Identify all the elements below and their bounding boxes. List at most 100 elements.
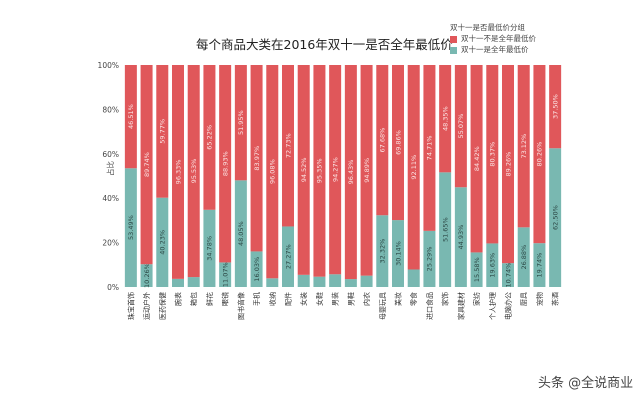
x-tick-label: 个人护理: [488, 292, 497, 320]
bar-segment: [297, 274, 310, 287]
data-label: 74.71%: [426, 136, 434, 161]
bar-segment: [344, 65, 357, 280]
data-label: 83.97%: [253, 146, 261, 171]
bar-segment: [549, 148, 562, 287]
data-label: 94.27%: [331, 157, 339, 182]
legend: 双十一是否最低价分组 双十一不是全年最低价 双十一是全年最低价: [450, 22, 536, 55]
watermark: 头条 @全说商业: [538, 376, 634, 391]
data-label: 95.35%: [316, 158, 324, 183]
data-label: 80.37%: [489, 142, 497, 167]
x-tick-label: 零食: [409, 292, 418, 306]
data-label: 30.14%: [394, 241, 402, 266]
y-tick-label: 20%: [102, 239, 119, 248]
y-tick-label: 80%: [102, 105, 119, 114]
bar-segment: [549, 65, 562, 149]
data-label: 62.50%: [551, 205, 559, 230]
y-tick-label: 60%: [102, 150, 119, 159]
bar-segment: [329, 65, 342, 275]
data-label: 48.35%: [441, 106, 449, 131]
x-tick-label: 箱包: [189, 292, 198, 306]
data-label: 94.52%: [300, 158, 308, 183]
y-tick-label: 40%: [102, 194, 119, 203]
legend-swatch-teal: [450, 46, 457, 54]
x-tick-label: 内衣: [362, 292, 371, 306]
data-label: 19.74%: [536, 253, 544, 278]
data-label: 51.95%: [237, 110, 245, 135]
bar-segment: [502, 65, 514, 264]
x-tick-label: 厨具: [520, 292, 528, 306]
x-tick-label: 女鞋: [315, 292, 324, 306]
bar-segment: [533, 243, 546, 287]
bar-segment: [517, 227, 530, 287]
bar-segment: [172, 278, 184, 287]
data-label: 92.11%: [410, 155, 418, 180]
bar-segment: [470, 252, 483, 287]
legend-item-not-lowest: 双十一不是全年最低价: [450, 33, 536, 44]
x-tick-label: 珠宝首饰: [126, 292, 135, 320]
data-label: 15.58%: [473, 257, 481, 282]
bar-segment: [313, 65, 326, 277]
bar-segment: [360, 65, 373, 276]
x-tick-label: 家饰: [441, 292, 450, 306]
data-label: 44.93%: [457, 225, 465, 250]
legend-label: 双十一是全年最低价: [461, 45, 529, 54]
bar-segment: [282, 65, 294, 227]
bar-segment: [407, 65, 420, 270]
x-tick-label: 医药保健: [158, 292, 167, 320]
data-label: 51.65%: [441, 217, 449, 242]
data-label: 55.07%: [457, 114, 465, 139]
data-label: 11.07%: [221, 262, 229, 287]
bar-segment: [407, 269, 420, 287]
bar-segment: [282, 226, 294, 287]
data-label: 59.77%: [159, 119, 167, 144]
bar-segment: [250, 251, 263, 287]
x-tick-label: 收纳: [268, 292, 277, 306]
bar-segment: [219, 65, 232, 263]
data-label: 73.12%: [520, 134, 528, 159]
bar-segment: [140, 264, 153, 287]
bar-segment: [439, 65, 452, 173]
bar-segment: [423, 230, 436, 287]
data-label: 80.26%: [536, 142, 544, 167]
x-tick-label: 女装: [299, 292, 308, 306]
bar-segment: [486, 243, 499, 287]
bar-segment: [502, 263, 514, 287]
bar-segment: [470, 65, 483, 253]
x-tick-label: 手机: [252, 292, 261, 306]
x-tick-label: 腕表: [174, 292, 183, 306]
data-label: 19.63%: [489, 253, 497, 278]
x-tick-label: 男装: [331, 292, 340, 306]
bar-segment: [187, 277, 200, 287]
bar-segment: [140, 65, 153, 265]
x-tick-label: 电脑办公: [504, 292, 513, 320]
data-label: 27.27%: [284, 244, 292, 269]
x-tick-label: 男鞋: [346, 292, 355, 306]
y-axis-label: 占比: [105, 161, 115, 176]
x-tick-label: 家纺: [472, 292, 481, 306]
data-label: 10.74%: [504, 263, 512, 288]
bar-segment: [234, 180, 247, 287]
data-label: 89.74%: [143, 152, 151, 177]
data-label: 25.29%: [426, 247, 434, 272]
bar-segment: [124, 65, 137, 169]
data-label: 72.73%: [284, 133, 292, 158]
x-tick-label: 母婴玩具: [379, 292, 387, 320]
bar-segment: [156, 65, 169, 198]
x-tick-label: 图书音像: [236, 292, 245, 320]
bar-segment: [172, 65, 184, 279]
x-tick-label: 茶酒: [551, 292, 560, 306]
data-label: 32.32%: [379, 239, 387, 264]
y-tick-label: 0%: [107, 283, 119, 292]
data-label: 95.53%: [190, 159, 198, 184]
data-label: 84.42%: [473, 146, 481, 171]
data-label: 67.68%: [379, 128, 387, 153]
bar-segment: [329, 274, 342, 287]
data-label: 88.93%: [221, 151, 229, 176]
data-label: 10.26%: [143, 263, 151, 288]
y-tick-label: 100%: [98, 61, 119, 70]
data-label: 96.08%: [269, 159, 277, 184]
bar-segment: [392, 65, 404, 221]
data-label: 48.05%: [237, 221, 245, 246]
